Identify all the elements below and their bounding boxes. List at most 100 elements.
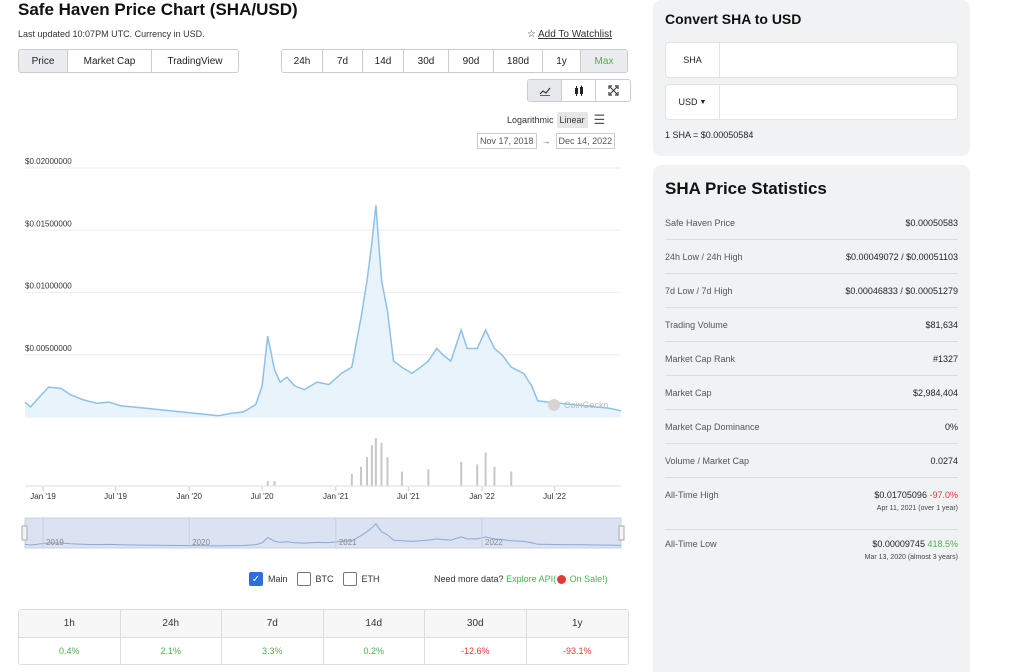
add-to-watchlist-link[interactable]: ☆ Add To Watchlist (527, 29, 612, 40)
x-tick-label: Jan '21 (323, 492, 349, 501)
navigator-label: 2021 (339, 538, 357, 547)
check-main[interactable]: ✓ Main (249, 572, 288, 586)
stat-value: $2,984,404 (912, 387, 958, 398)
tab-tradingview[interactable]: TradingView (152, 50, 238, 72)
perf-col-1y: 1y -93.1% (526, 610, 628, 664)
stat-key: Safe Haven Price (665, 217, 736, 228)
stat-value: $0.00046833 / $0.00051279 (845, 285, 958, 296)
stat-key: Market Cap (665, 387, 712, 398)
stat-key: Volume / Market Cap (665, 455, 750, 466)
volume-bar (484, 452, 487, 486)
volume-bar (360, 466, 363, 486)
range-90d[interactable]: 90d (449, 50, 494, 72)
check-eth-label: ETH (361, 574, 380, 584)
line-chart-icon[interactable] (528, 80, 562, 101)
expand-icon[interactable] (596, 80, 630, 101)
perf-value: -12.6% (460, 646, 490, 656)
stat-value: 0.0274 (930, 455, 958, 466)
perf-col-30d: 30d -12.6% (425, 610, 527, 664)
range-180d[interactable]: 180d (494, 50, 543, 72)
atl-change: 418.5% (927, 539, 958, 549)
checkbox-main[interactable]: ✓ (249, 572, 263, 586)
range-max[interactable]: Max (581, 50, 627, 72)
y-tick-label: $0.01500000 (25, 219, 72, 228)
x-tick-label: Jan '22 (469, 492, 495, 501)
volume-bar (266, 481, 269, 486)
checkbox-eth[interactable] (342, 572, 357, 586)
y-tick-label: $0.02000000 (25, 157, 72, 166)
x-tick-label: Jul '19 (104, 492, 127, 501)
perf-header: 1y (526, 610, 628, 638)
stat-key: All-Time Low (665, 539, 717, 549)
sha-label: SHA (666, 43, 720, 77)
perf-header: 7d (222, 610, 323, 638)
watermark-text: CoinGecko (564, 400, 609, 410)
stat-row: Trading Volume $81,634 (665, 308, 958, 342)
check-btc[interactable]: BTC (296, 572, 334, 586)
stat-key: Trading Volume (665, 319, 728, 330)
date-to-input[interactable]: Dec 14, 2022 (555, 133, 616, 149)
page-title: Safe Haven Price Chart (SHA/USD) (18, 0, 298, 19)
candlestick-icon[interactable] (562, 80, 596, 101)
ath-value-block: $0.01705096 -97.0% Apr 11, 2021 (over 1 … (874, 490, 958, 512)
range-30d[interactable]: 30d (404, 50, 449, 72)
date-from-input[interactable]: Nov 17, 2018 (477, 133, 537, 149)
currency-select[interactable]: USD ▼ (666, 85, 720, 119)
stat-row: 24h Low / 24h High $0.00049072 / $0.00051… (665, 240, 958, 274)
ath-change: -97.0% (929, 490, 958, 500)
paren-open: ( (553, 574, 557, 584)
gift-icon (557, 575, 567, 585)
perf-col-1h: 1h 0.4% (19, 610, 121, 664)
check-eth[interactable]: ETH (342, 572, 380, 586)
stat-key: 7d Low / 7d High (665, 285, 733, 296)
volume-bar (350, 474, 353, 486)
perf-value: 0.4% (58, 646, 80, 656)
stat-value: $0.00049072 / $0.00051103 (846, 251, 958, 262)
perf-header: 24h (120, 610, 221, 638)
checkbox-btc[interactable] (296, 572, 311, 586)
tab-price[interactable]: Price (19, 50, 68, 72)
caret-down-icon: ▼ (699, 98, 707, 106)
range-7d[interactable]: 7d (323, 50, 363, 72)
stat-key: 24h Low / 24h High (665, 251, 743, 262)
volume-bar (476, 464, 479, 486)
date-range: Nov 17, 2018 → Dec 14, 2022 (477, 133, 616, 149)
explore-api-link[interactable]: Explore API (506, 574, 554, 584)
tab-market-cap[interactable]: Market Cap (68, 50, 152, 72)
ath-price: $0.01705096 (874, 490, 927, 500)
stat-value: $0.00050583 (905, 217, 958, 228)
perf-value: 0.2% (363, 646, 384, 656)
x-tick-label: Jan '19 (30, 492, 56, 501)
chart-menu-icon[interactable]: ☰ (593, 112, 606, 127)
scale-logarithmic[interactable]: Logarithmic (507, 115, 554, 125)
price-statistics-panel: SHA Price Statistics Safe Haven Price $0.… (653, 165, 970, 672)
price-chart[interactable]: $0.00$0.00500000$0.01000000$0.01500000$0… (0, 150, 640, 560)
chart-section: Safe Haven Price Chart (SHA/USD) Last up… (0, 0, 640, 665)
check-main-label: Main (268, 574, 288, 584)
stat-row: Market Cap $2,984,404 (665, 376, 958, 410)
x-tick-label: Jan '20 (176, 492, 202, 501)
volume-bar (273, 481, 276, 486)
x-tick-label: Jul '20 (251, 492, 274, 501)
stat-row: Market Cap Rank #1327 (665, 342, 958, 376)
range-1y[interactable]: 1y (543, 50, 581, 72)
volume-bar (427, 469, 430, 486)
range-24h[interactable]: 24h (282, 50, 323, 72)
navigator-label: 2020 (192, 538, 210, 547)
on-sale-link[interactable]: On Sale!) (569, 574, 608, 584)
sha-amount-input[interactable] (720, 43, 957, 77)
converter-title: Convert SHA to USD (665, 11, 802, 27)
chart-type-tabs: Price Market Cap TradingView (18, 49, 239, 73)
volume-bar (400, 471, 403, 486)
stat-row: Market Cap Dominance 0% (665, 410, 958, 444)
chart-compare-options: ✓ Main BTC ETH (249, 572, 389, 586)
price-area (25, 205, 621, 417)
need-more-data: Need more data? Explore API( On Sale!) (434, 574, 608, 585)
ath-date: Apr 11, 2021 (over 1 year) (876, 505, 958, 512)
range-14d[interactable]: 14d (363, 50, 404, 72)
perf-col-14d: 14d 0.2% (323, 610, 425, 664)
usd-amount-input[interactable] (720, 85, 957, 119)
scale-linear[interactable]: Linear (556, 112, 588, 128)
volume-bar (374, 438, 377, 486)
stat-row: Safe Haven Price $0.00050583 (665, 206, 958, 240)
